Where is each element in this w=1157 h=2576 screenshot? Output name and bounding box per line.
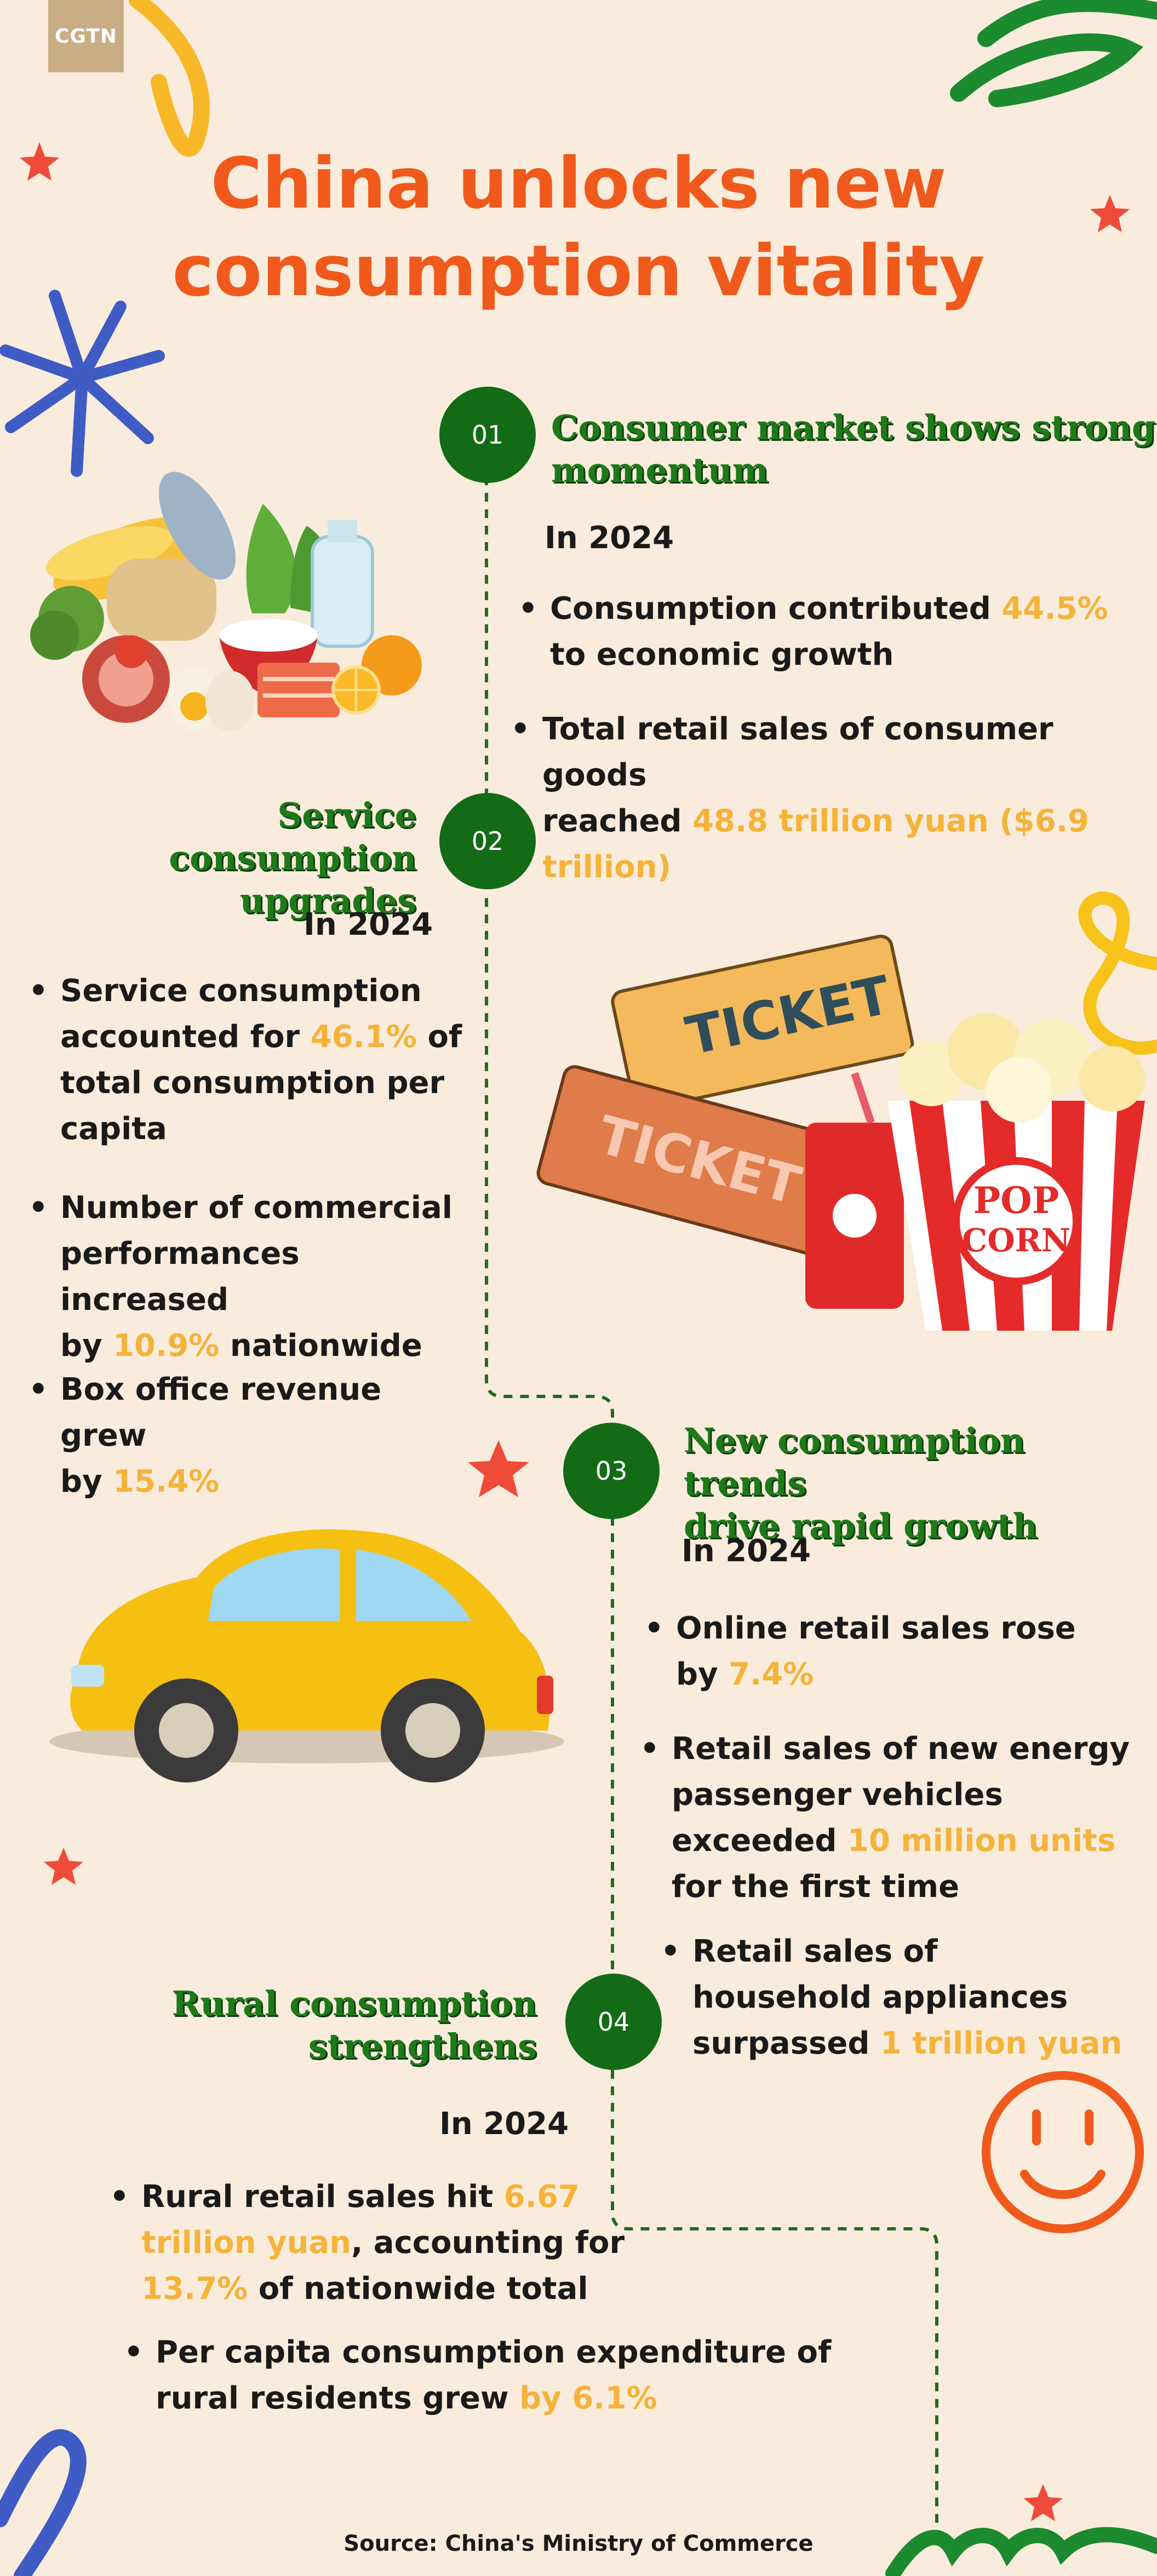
source-note: Source: China's Ministry of Commerce <box>343 2531 814 2556</box>
cgtn-logo: CGTN <box>48 0 124 72</box>
yellow-spiral-right <box>1078 891 1157 1055</box>
page-title: China unlocks new consumption vitality <box>0 140 1157 315</box>
section-heading-01: Consumer market shows strong momentum <box>551 407 1156 490</box>
yellow-squiggle-top-left <box>129 0 210 157</box>
section-heading-03: New consumption trends drive rapid growt… <box>684 1421 1038 1546</box>
blue-squiggle-bottom-left <box>0 2429 87 2576</box>
section-number-01: 01 <box>439 387 536 483</box>
section-heading-02: Service consumption upgrades <box>169 795 416 921</box>
green-squiggle-bottom-right <box>885 2527 1157 2576</box>
title-line-1: China unlocks new <box>210 143 947 225</box>
section-number-02: 02 <box>439 793 536 889</box>
section-year-02: In 2024 <box>303 907 433 942</box>
star-icon <box>468 1440 529 1497</box>
star-icon <box>44 1848 83 1885</box>
bullet-item: Retail sales of new energy passenger veh… <box>640 1726 1148 1910</box>
section-number-03: 03 <box>563 1423 660 1519</box>
section-year-03: In 2024 <box>681 1533 811 1569</box>
bullet-item: Per capita consumption expenditure of ru… <box>124 2330 868 2422</box>
green-squiggle-top-right <box>950 0 1157 107</box>
star-icon <box>1023 2484 1063 2521</box>
star-icon <box>1090 195 1130 232</box>
section-number-04: 04 <box>565 1974 662 2070</box>
bullet-item: Service consumption accounted for 46.1% … <box>28 968 477 1152</box>
bullet-item: Online retail sales rose by 7.4% <box>644 1606 1147 1698</box>
ticket-popcorn-illustration: TICKET TICKET POP CORN <box>536 934 1145 1331</box>
bullet-item: Number of commercial performances increa… <box>28 1185 477 1369</box>
star-icon <box>20 142 59 181</box>
bullet-item: Rural retail sales hit 6.67 trillion yua… <box>110 2174 799 2312</box>
title-line-2: consumption vitality <box>172 231 985 312</box>
section-year-01: In 2024 <box>545 520 674 556</box>
section-year-04: In 2024 <box>439 2106 569 2142</box>
yellow-car-illustration <box>49 1529 564 1783</box>
blue-starburst-icon <box>0 290 165 477</box>
bullet-item: Box office revenue grew by 15.4% <box>28 1367 477 1505</box>
popcorn-text-1: POP <box>973 1179 1059 1222</box>
food-groceries-illustration <box>30 472 422 731</box>
bullet-item: Retail sales of household appliances sur… <box>661 1929 1153 2067</box>
bullet-item: Total retail sales of consumer goods rea… <box>511 706 1150 890</box>
section-heading-04: Rural consumption strengthens <box>171 1983 537 2066</box>
bullet-item: Consumption contributed 44.5% to economi… <box>518 586 1153 678</box>
popcorn-text-2: CORN <box>962 1222 1070 1259</box>
smiley-face-icon <box>982 2071 1144 2233</box>
